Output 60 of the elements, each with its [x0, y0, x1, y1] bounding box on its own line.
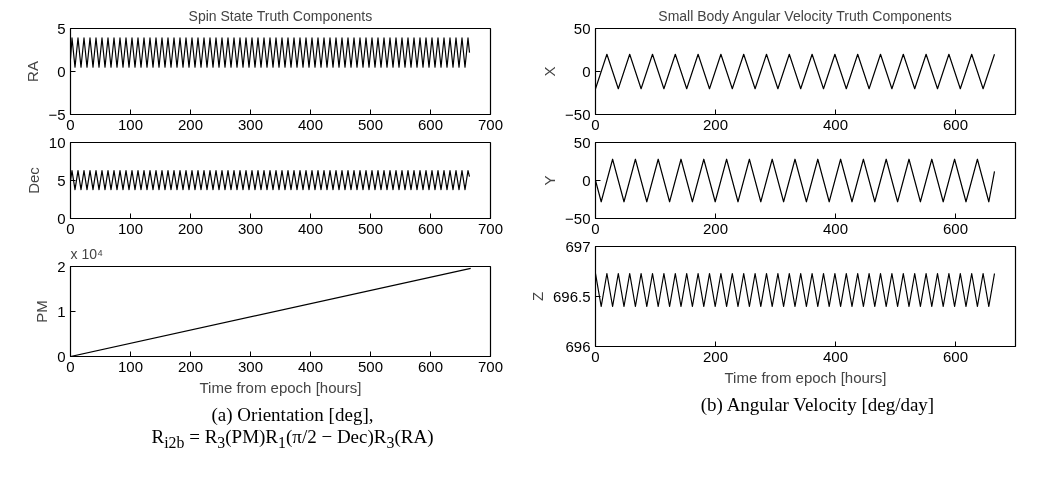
- y-tick-label: 5: [57, 19, 66, 37]
- chart-title: Spin State Truth Components: [188, 7, 373, 24]
- x-tick-label: 200: [177, 357, 204, 375]
- y-tick-label: 0: [582, 171, 591, 189]
- y-tick-label: 0: [582, 62, 591, 80]
- text: (a) Orientation [deg],: [211, 404, 374, 425]
- y-tick-label: 5: [57, 171, 66, 189]
- y-tick-label: −50: [565, 209, 591, 227]
- y-tick-label: 10: [48, 133, 66, 151]
- x-tick-label: 600: [417, 219, 444, 237]
- x-tick-label: 600: [417, 115, 444, 133]
- x-tick-label: 700: [477, 357, 504, 375]
- chart-title: Small Body Angular Velocity Truth Components: [658, 7, 952, 24]
- y-tick-label: 696: [565, 337, 591, 355]
- x-tick-label: 600: [417, 357, 444, 375]
- x-tick-label: 200: [702, 219, 729, 237]
- x-tick-label: 100: [117, 357, 144, 375]
- text: (b) Angular Velocity [deg/day]: [700, 394, 935, 416]
- x-tick-label: 500: [357, 357, 384, 375]
- y-tick-label: 50: [573, 133, 591, 151]
- x-tick-label: 300: [237, 219, 264, 237]
- y-axis-title: PM: [33, 300, 51, 323]
- x-axis-title: Time from epoch [hours]: [724, 368, 887, 386]
- y-tick-label: 1: [57, 302, 66, 320]
- y-tick-label: 697: [565, 237, 591, 255]
- x-tick-label: 400: [297, 219, 324, 237]
- x-tick-label: 200: [177, 115, 204, 133]
- x-tick-label: 300: [237, 357, 264, 375]
- x-tick-label: 600: [942, 347, 969, 365]
- y-axis-title: Z: [528, 291, 546, 302]
- x-tick-label: 400: [822, 219, 849, 237]
- x-tick-label: 400: [297, 115, 324, 133]
- y-tick-label: 2: [57, 257, 66, 275]
- x-tick-label: 700: [477, 219, 504, 237]
- x-tick-label: 200: [702, 115, 729, 133]
- x-tick-label: 200: [702, 347, 729, 365]
- x-tick-label: 300: [237, 115, 264, 133]
- y-tick-label: −5: [48, 105, 66, 123]
- x-tick-label: 600: [942, 219, 969, 237]
- x-tick-label: 400: [297, 357, 324, 375]
- x-tick-label: 700: [477, 115, 504, 133]
- y-axis-title: Dec: [24, 166, 42, 194]
- y-axis-title: Y: [541, 175, 559, 186]
- chart-subtitle: x 10⁴: [70, 245, 103, 262]
- x-tick-label: 400: [822, 115, 849, 133]
- x-tick-label: 100: [117, 115, 144, 133]
- x-tick-label: 500: [357, 115, 384, 133]
- x-tick-label: 400: [822, 347, 849, 365]
- x-tick-label: 600: [942, 115, 969, 133]
- x-tick-label: 500: [357, 219, 384, 237]
- y-axis-title: RA: [24, 61, 42, 82]
- y-tick-label: 0: [57, 62, 66, 80]
- x-tick-label: 100: [117, 219, 144, 237]
- y-tick-label: 50: [573, 19, 591, 37]
- y-tick-label: −50: [565, 105, 591, 123]
- y-axis-title: X: [541, 66, 559, 77]
- y-tick-label: 696.5: [552, 287, 591, 305]
- x-axis-title: Time from epoch [hours]: [199, 378, 362, 396]
- text: R$_{i2b}$ = R$_{3}$(PM)R$_{1}$(π/2 − Dec)R$_{3}$(RA): [151, 425, 434, 451]
- x-tick-label: 200: [177, 219, 204, 237]
